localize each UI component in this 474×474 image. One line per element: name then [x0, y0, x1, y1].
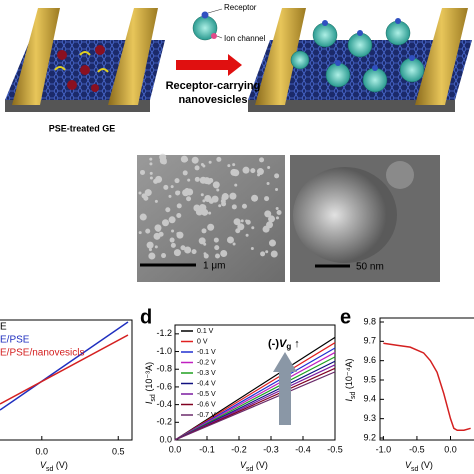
x-tick-label: -0.1	[199, 444, 215, 454]
y-tick-label: 9.6	[363, 355, 376, 365]
legend-label: E	[0, 322, 7, 333]
sem-image-left	[137, 153, 285, 282]
y-tick-label: -1.2	[156, 328, 172, 338]
plot-frame	[379, 317, 474, 441]
label-part: V	[240, 460, 247, 470]
axis-label: Vsd (V)	[40, 460, 68, 472]
receptor-label: Receptor	[224, 3, 257, 12]
x-tick-label: 0.0	[36, 446, 49, 456]
label-part: sd	[411, 466, 419, 473]
arrow-label: nanovesicles	[178, 94, 247, 106]
x-tick-label: -0.4	[295, 444, 311, 454]
y-tick-label: 9.2	[363, 432, 376, 442]
legend-label: -0.3 V	[197, 370, 216, 377]
series-line	[174, 347, 336, 441]
series-line	[383, 342, 471, 432]
label-part: V	[40, 460, 47, 470]
x-tick-label: 0.0	[444, 444, 457, 454]
x-tick-label: 0.5	[112, 446, 125, 456]
series-line	[174, 371, 336, 441]
axis-label: Isd (10⁻⁴A)	[344, 358, 356, 401]
axis-label: Isd (10⁻³A)	[144, 362, 156, 404]
annotation-part: V	[279, 338, 288, 350]
label-part: (V)	[418, 460, 433, 470]
x-tick-label: 0.0	[169, 444, 182, 454]
device-left	[5, 8, 165, 112]
y-tick-label: 0.0	[159, 434, 172, 444]
label-part: sd	[246, 466, 254, 473]
label-part: sd	[150, 394, 157, 402]
scale-bar-label: 1 μm	[203, 261, 225, 272]
y-tick-label: 9.4	[363, 394, 376, 404]
y-tick-label: -0.8	[156, 364, 172, 374]
series-line	[174, 351, 336, 441]
gate-arrow	[273, 352, 297, 425]
series-line	[174, 342, 336, 441]
legend-label: 0.1 V	[197, 328, 214, 335]
annotation-part: ↑	[291, 338, 300, 350]
legend-label: -0.6 V	[197, 401, 216, 408]
ion-channel-label: Ion channel	[224, 34, 266, 43]
trace	[0, 334, 129, 405]
series-line	[174, 356, 336, 441]
label-part: I	[144, 401, 154, 404]
x-tick-label: -0.5	[409, 444, 425, 454]
device-right	[248, 8, 472, 112]
legend-label: -0.5 V	[197, 391, 216, 398]
x-tick-label: -0.2	[231, 444, 247, 454]
x-tick-label: -1.0	[376, 444, 392, 454]
x-tick-label: -0.3	[263, 444, 279, 454]
legend-label: E/PSE	[0, 335, 30, 346]
legend-label: -0.7 V	[197, 412, 216, 419]
label-part: (V)	[253, 460, 268, 470]
y-tick-label: 9.8	[363, 316, 376, 326]
y-tick-label: 9.3	[363, 413, 376, 423]
sem-image-right	[290, 155, 440, 282]
label-part: (10⁻³A)	[144, 362, 154, 394]
legend-label: 0 V	[197, 338, 208, 345]
axis-label: Vsd (V)	[240, 460, 268, 472]
legend-label: -0.1 V	[197, 349, 216, 356]
plot-frame	[174, 324, 336, 441]
arrow-label: Receptor-carrying	[166, 80, 261, 92]
y-tick-label: 9.5	[363, 374, 376, 384]
label-part: V	[405, 460, 412, 470]
label-part: I	[344, 399, 354, 402]
series-line	[174, 336, 336, 441]
legend-label: -0.4 V	[197, 380, 216, 387]
annotation: (-)Vg ↑	[268, 338, 300, 351]
annotation-part: (-)	[268, 338, 279, 350]
panel-label: e	[340, 306, 351, 328]
label-part: sd	[350, 392, 357, 400]
plot-frame	[0, 319, 133, 441]
trace	[0, 321, 129, 411]
annotation-part: g	[286, 342, 291, 351]
scale-bar-label: 50 nm	[356, 262, 384, 273]
axis-label: Vsd (V)	[405, 460, 433, 472]
legend-label: E/PSE/nanovesicls	[0, 348, 85, 359]
y-tick-label: -0.4	[156, 399, 172, 409]
legend-label: -0.2 V	[197, 359, 216, 366]
label-part: (V)	[53, 460, 68, 470]
caption: PSE-treated GE	[49, 123, 116, 133]
y-tick-label: -1.0	[156, 346, 172, 356]
x-tick-label: -0.5	[327, 444, 343, 454]
label-part: (10⁻⁴A)	[344, 358, 354, 391]
y-tick-label: -0.6	[156, 381, 172, 391]
label-part: sd	[46, 466, 54, 473]
vesicle-icon	[192, 8, 223, 41]
y-tick-label: -0.2	[156, 417, 172, 427]
panel-label: d	[140, 306, 152, 328]
y-tick-label: 9.7	[363, 336, 376, 346]
arrow	[176, 54, 242, 76]
